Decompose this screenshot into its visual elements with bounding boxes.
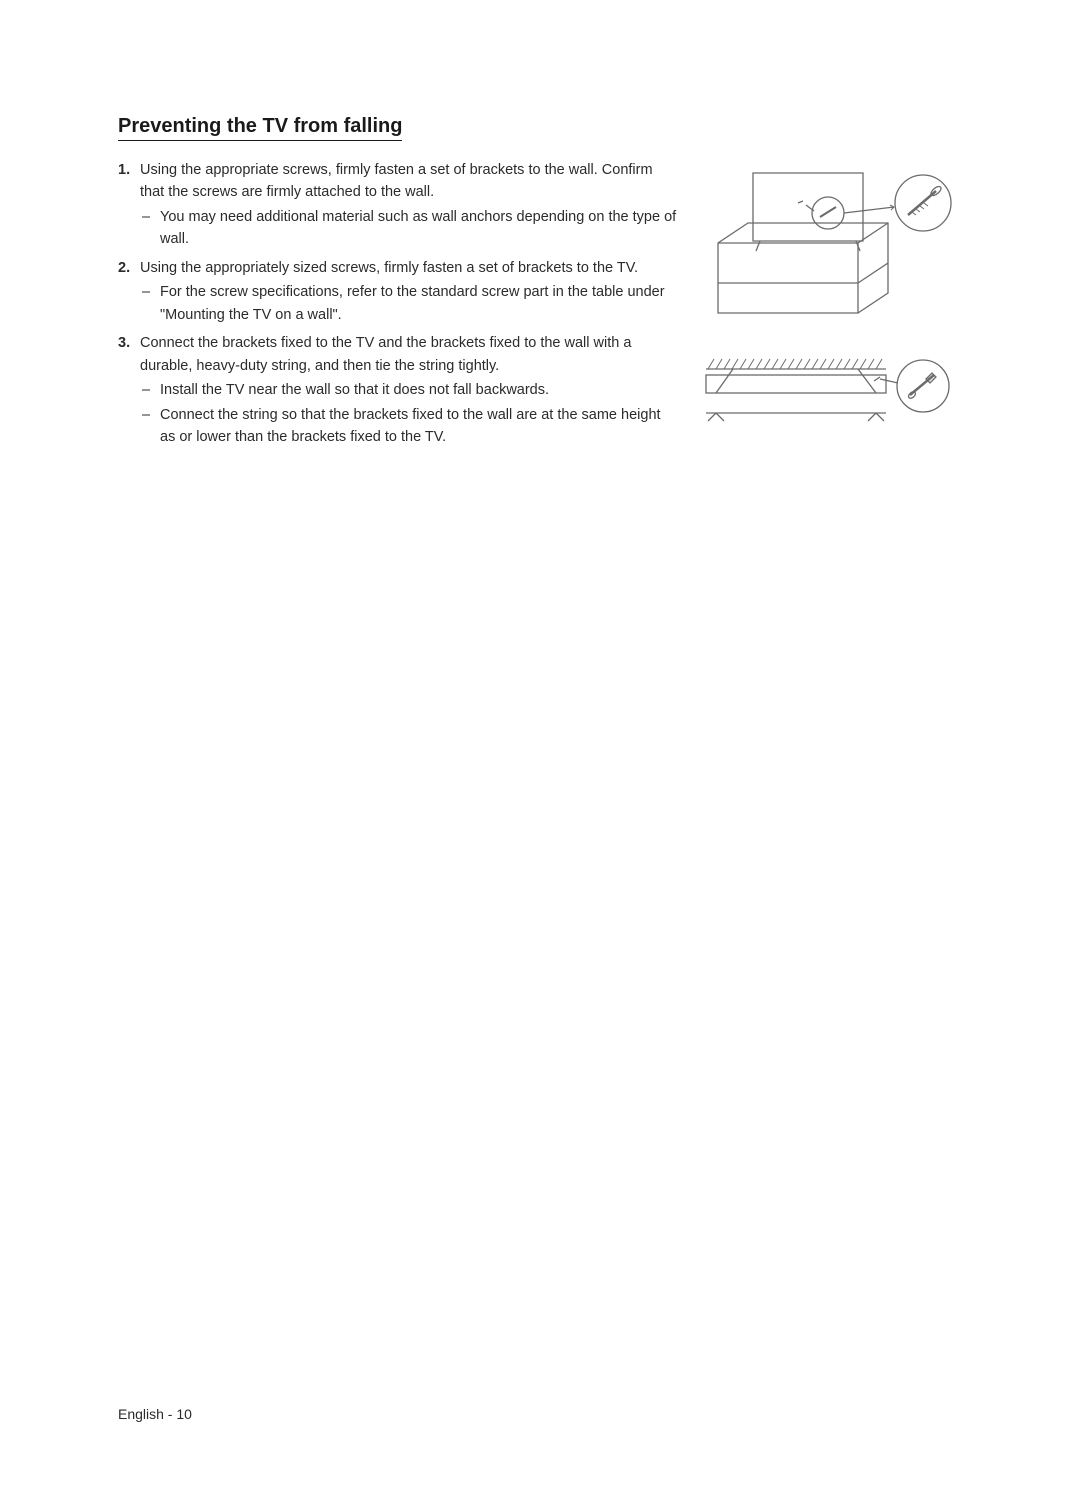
page-footer: English - 10 [118,1406,192,1422]
instruction-text: Using the appropriate screws, firmly fas… [118,159,678,455]
figure-tv-cabinet-icon [698,163,958,333]
step-2-sub-1: For the screw specifications, refer to t… [140,281,678,326]
figure-column [698,159,962,455]
ordered-steps: Using the appropriate screws, firmly fas… [118,159,678,449]
step-2-subs: For the screw specifications, refer to t… [140,281,678,326]
step-1-text: Using the appropriate screws, firmly fas… [140,162,653,200]
step-1-sub-1: You may need additional material such as… [140,206,678,251]
step-3-sub-2: Connect the string so that the brackets … [140,404,678,449]
step-3: Connect the brackets fixed to the TV and… [118,332,678,448]
step-2-text: Using the appropriately sized screws, fi… [140,260,638,276]
step-1-subs: You may need additional material such as… [140,206,678,251]
section-heading: Preventing the TV from falling [118,115,402,141]
step-3-sub-1: Install the TV near the wall so that it … [140,379,678,401]
figure-tv-anchor-icon [698,351,958,451]
step-1: Using the appropriate screws, firmly fas… [118,159,678,251]
step-2: Using the appropriately sized screws, fi… [118,257,678,326]
document-page: Preventing the TV from falling Using the… [0,0,1080,1494]
step-3-text: Connect the brackets fixed to the TV and… [140,335,631,373]
content-row: Using the appropriate screws, firmly fas… [118,159,962,455]
step-3-subs: Install the TV near the wall so that it … [140,379,678,448]
